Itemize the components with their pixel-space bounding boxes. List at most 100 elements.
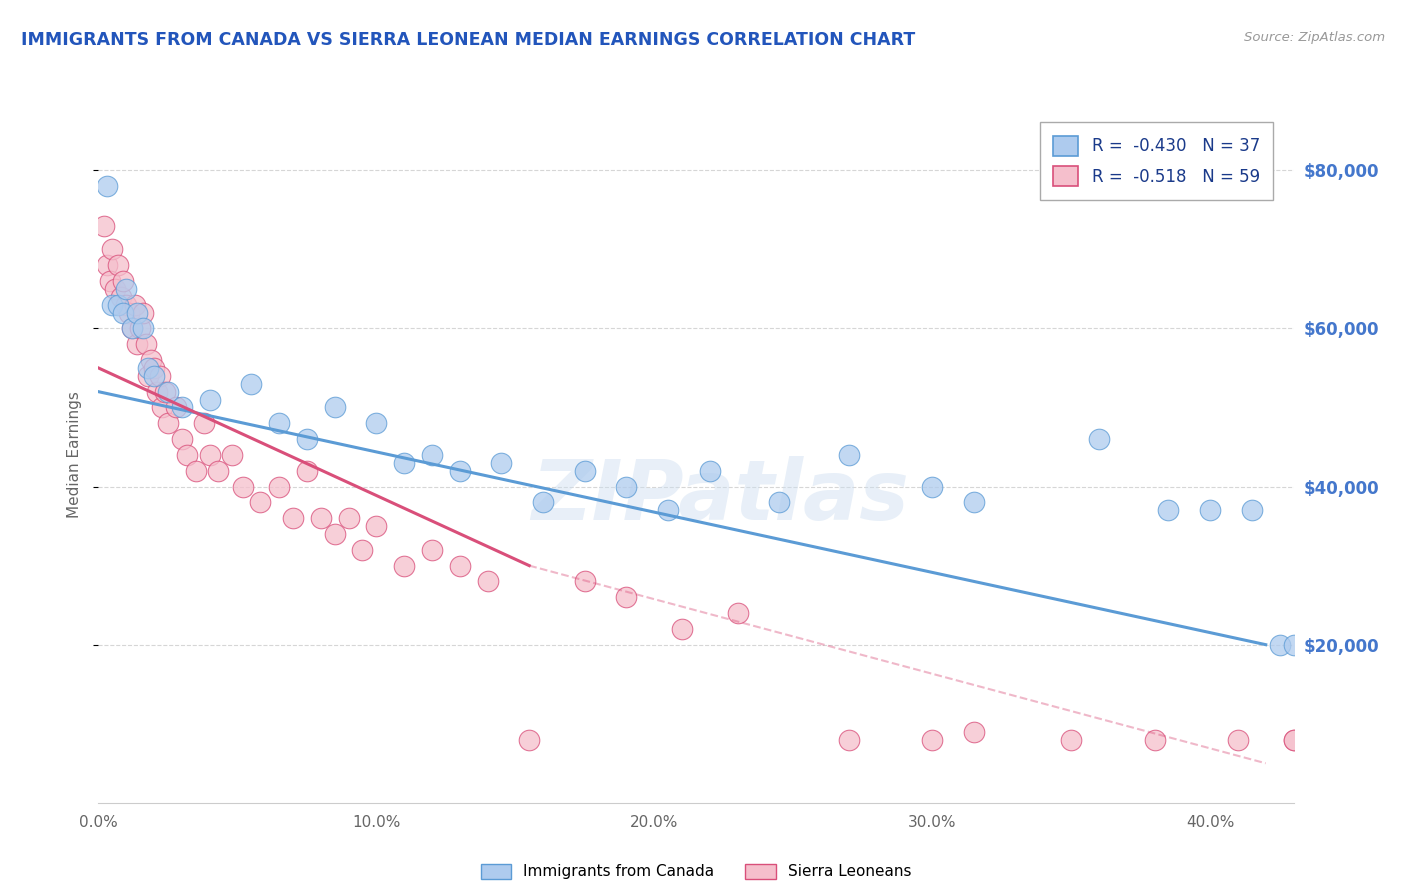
Point	[323, 527, 346, 541]
Point	[574, 574, 596, 589]
Point	[198, 392, 221, 407]
Point	[1199, 503, 1222, 517]
Point	[366, 519, 388, 533]
Point	[1088, 432, 1111, 446]
Point	[1226, 732, 1249, 747]
Point	[531, 495, 554, 509]
Point	[176, 448, 198, 462]
Point	[420, 542, 443, 557]
Point	[115, 282, 138, 296]
Point	[127, 305, 149, 319]
Point	[221, 448, 243, 462]
Point	[352, 542, 374, 557]
Point	[98, 274, 121, 288]
Point	[838, 448, 860, 462]
Point	[517, 732, 540, 747]
Point	[1282, 732, 1305, 747]
Point	[121, 321, 143, 335]
Point	[129, 321, 152, 335]
Point	[616, 591, 638, 605]
Point	[112, 274, 135, 288]
Point	[420, 448, 443, 462]
Point	[153, 384, 176, 399]
Text: Source: ZipAtlas.com: Source: ZipAtlas.com	[1244, 31, 1385, 45]
Text: ZIPatlas: ZIPatlas	[531, 456, 908, 537]
Point	[963, 495, 986, 509]
Point	[104, 282, 127, 296]
Point	[657, 503, 679, 517]
Point	[132, 305, 155, 319]
Point	[165, 401, 187, 415]
Point	[1143, 732, 1166, 747]
Point	[477, 574, 499, 589]
Point	[309, 511, 332, 525]
Point	[449, 558, 471, 573]
Point	[127, 337, 149, 351]
Point	[121, 321, 143, 335]
Point	[921, 732, 943, 747]
Point	[143, 368, 166, 383]
Point	[118, 305, 141, 319]
Point	[107, 298, 129, 312]
Point	[392, 456, 415, 470]
Point	[240, 376, 263, 391]
Point	[143, 361, 166, 376]
Point	[1157, 503, 1180, 517]
Point	[671, 622, 693, 636]
Point	[323, 401, 346, 415]
Point	[184, 464, 207, 478]
Point	[838, 732, 860, 747]
Point	[207, 464, 229, 478]
Point	[93, 219, 115, 233]
Point	[101, 243, 124, 257]
Point	[156, 417, 179, 431]
Point	[112, 305, 135, 319]
Point	[267, 417, 290, 431]
Point	[96, 258, 118, 272]
Point	[156, 384, 179, 399]
Point	[1240, 503, 1263, 517]
Point	[138, 361, 160, 376]
Point	[132, 321, 155, 335]
Point	[135, 337, 157, 351]
Point	[1060, 732, 1083, 747]
Point	[110, 290, 132, 304]
Point	[295, 464, 318, 478]
Point	[115, 298, 138, 312]
Point	[141, 353, 163, 368]
Point	[1282, 638, 1305, 652]
Point	[148, 368, 170, 383]
Point	[727, 606, 749, 620]
Point	[107, 258, 129, 272]
Point	[170, 432, 193, 446]
Point	[449, 464, 471, 478]
Point	[963, 724, 986, 739]
Legend: Immigrants from Canada, Sierra Leoneans: Immigrants from Canada, Sierra Leoneans	[474, 857, 918, 886]
Point	[281, 511, 304, 525]
Point	[146, 384, 169, 399]
Point	[267, 479, 290, 493]
Point	[699, 464, 721, 478]
Point	[96, 179, 118, 194]
Point	[101, 298, 124, 312]
Text: IMMIGRANTS FROM CANADA VS SIERRA LEONEAN MEDIAN EARNINGS CORRELATION CHART: IMMIGRANTS FROM CANADA VS SIERRA LEONEAN…	[21, 31, 915, 49]
Point	[1268, 638, 1291, 652]
Point	[574, 464, 596, 478]
Point	[1282, 732, 1305, 747]
Point	[921, 479, 943, 493]
Point	[150, 401, 173, 415]
Point	[198, 448, 221, 462]
Point	[193, 417, 215, 431]
Point	[138, 368, 160, 383]
Point	[337, 511, 360, 525]
Point	[768, 495, 790, 509]
Point	[124, 298, 146, 312]
Point	[616, 479, 638, 493]
Point	[232, 479, 254, 493]
Point	[170, 401, 193, 415]
Point	[295, 432, 318, 446]
Point	[491, 456, 513, 470]
Point	[366, 417, 388, 431]
Point	[249, 495, 271, 509]
Y-axis label: Median Earnings: Median Earnings	[66, 392, 82, 518]
